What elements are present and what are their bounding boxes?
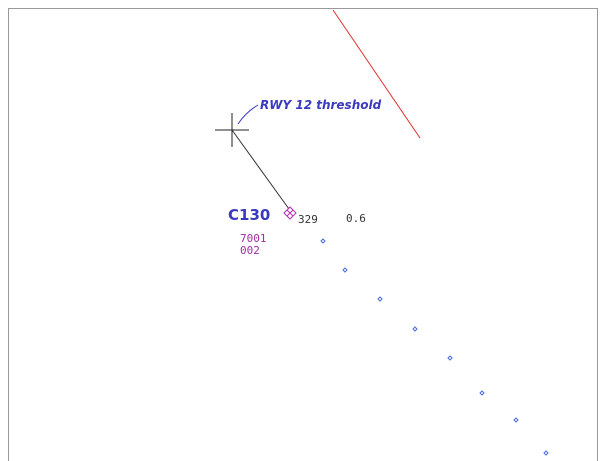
- threshold-label: RWY 12 threshold: [260, 98, 382, 112]
- altitude: 002: [240, 244, 260, 257]
- range-line: [231, 129, 290, 210]
- display-frame: [8, 8, 598, 461]
- history-trail: [320, 238, 549, 456]
- heading: 329: [298, 213, 318, 226]
- label-leader: [237, 104, 259, 125]
- speed: 0.6: [346, 212, 366, 225]
- runway-centerline: [332, 9, 421, 139]
- squawk: 7001: [240, 232, 267, 245]
- callsign: C130: [228, 206, 270, 224]
- target-symbol: [283, 206, 297, 220]
